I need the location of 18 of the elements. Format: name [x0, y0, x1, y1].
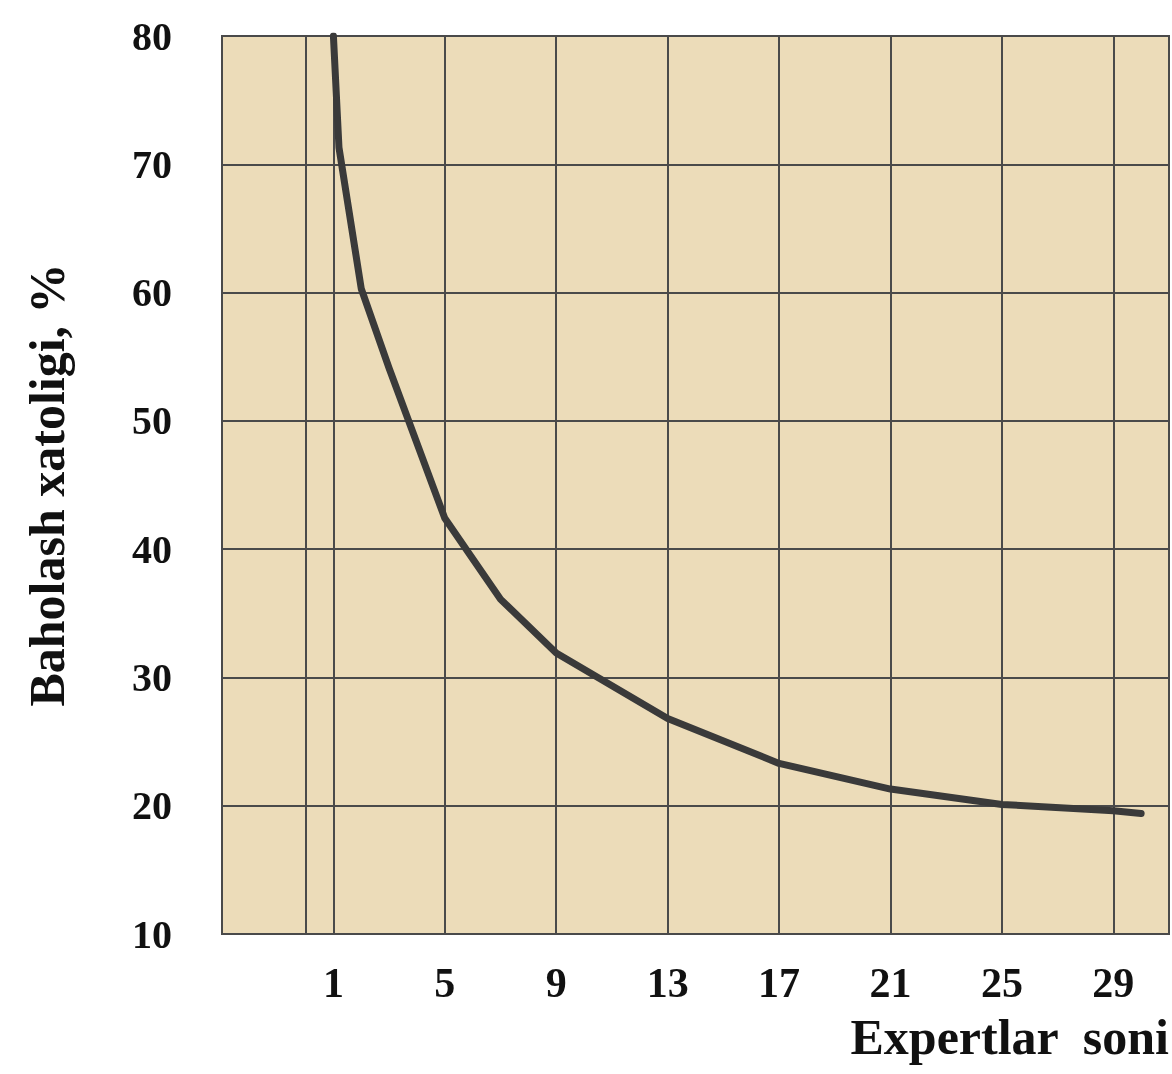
- y-tick-label: 70: [132, 141, 172, 187]
- x-axis-title: Expertlar soni: [850, 1009, 1170, 1065]
- x-tick-label: 29: [1092, 960, 1135, 1006]
- x-tick-label: 25: [980, 960, 1023, 1006]
- x-tick-label: 17: [758, 960, 801, 1006]
- y-tick-label: 50: [132, 398, 172, 444]
- y-tick-label: 40: [132, 526, 172, 572]
- x-tick-label: 1: [322, 960, 344, 1006]
- y-tick-label: 30: [132, 654, 172, 700]
- x-tick-label: 21: [869, 960, 912, 1006]
- y-tick-label: 10: [132, 911, 172, 957]
- y-tick-label: 60: [132, 270, 172, 316]
- y-tick-label: 80: [132, 13, 172, 59]
- x-tick-label: 13: [646, 960, 689, 1006]
- y-axis-title: Baholash xatoligi, %: [19, 263, 75, 707]
- y-tick-label: 20: [132, 783, 172, 829]
- x-tick-label: 5: [434, 960, 456, 1006]
- x-tick-label: 9: [545, 960, 567, 1006]
